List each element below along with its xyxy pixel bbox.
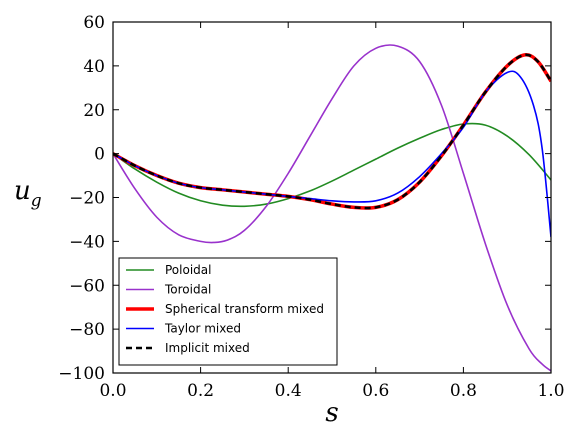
y-tick-label: −60: [69, 276, 105, 296]
x-axis-label: s: [325, 398, 338, 428]
y-tick-label: −100: [58, 364, 105, 384]
series-line-spherical-transform-mixed: [113, 53, 551, 210]
legend-label-spherical-transform-mixed: Spherical transform mixed: [165, 302, 324, 316]
tick-layer: 0.0 0.2 0.4 0.6 0.8 1.0 −100 −80 −60 −40 −20 0 20 40 6…: [58, 13, 564, 401]
y-tick-label: −20: [69, 189, 105, 209]
x-tick-label: 0.6: [362, 381, 389, 401]
series-line-taylor-mixed: [113, 70, 551, 238]
x-tick-label: 0.2: [187, 381, 214, 401]
y-tick-label: 0: [94, 145, 105, 165]
y-tick-label: 40: [83, 57, 105, 77]
x-tick-label: 0.0: [99, 381, 126, 401]
series-layer: [113, 44, 551, 372]
y-axis-label: ug: [14, 176, 42, 211]
series-line-implicit-mixed: [113, 53, 551, 210]
series-line-toroidal: [113, 44, 551, 372]
legend: Poloidal Toroidal Spherical transform mixe…: [118, 257, 338, 366]
y-axis-label-main: u: [14, 176, 31, 206]
legend-box: [118, 257, 338, 366]
y-tick-label: −80: [69, 320, 105, 340]
legend-label-taylor-mixed: Taylor mixed: [164, 322, 241, 336]
legend-items: Poloidal Toroidal Spherical transform mixe…: [126, 263, 324, 355]
legend-label-implicit-mixed: Implicit mixed: [165, 341, 250, 355]
y-tick-label: 20: [83, 101, 105, 121]
legend-label-toroidal: Toroidal: [164, 283, 211, 297]
legend-label-poloidal: Poloidal: [165, 263, 211, 277]
y-tick-label: 60: [83, 13, 105, 33]
y-tick-label: −40: [69, 232, 105, 252]
y-axis-label-subscript: g: [31, 191, 42, 211]
series-line-poloidal: [113, 122, 551, 208]
x-tick-label: 0.4: [275, 381, 302, 401]
x-tick-label: 0.8: [450, 381, 477, 401]
x-tick-label: 1.0: [537, 381, 564, 401]
